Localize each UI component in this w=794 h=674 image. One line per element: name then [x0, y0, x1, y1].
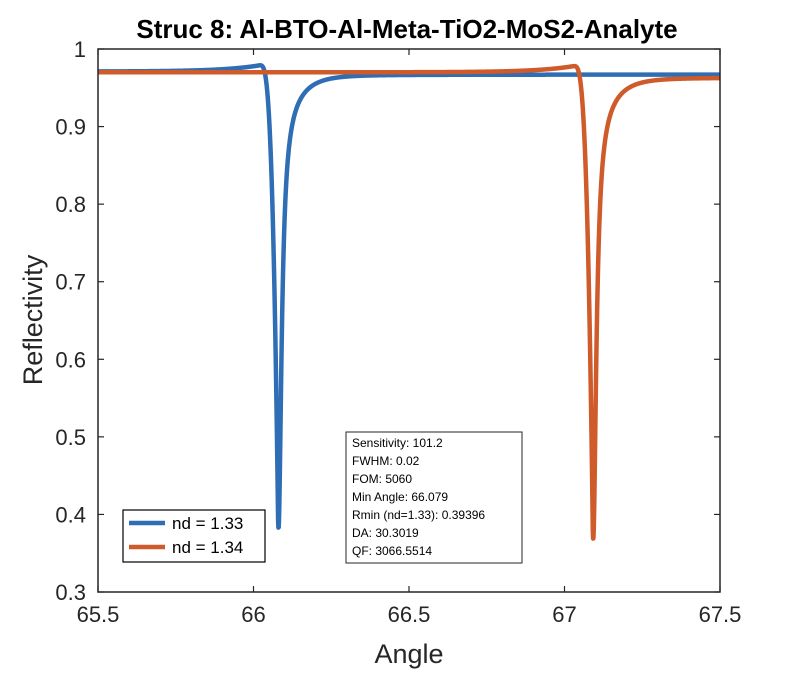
y-tick-label-4: 0.7 [55, 270, 86, 295]
chart-title: Struc 8: Al-BTO-Al-Meta-TiO2-MoS2-Analyt… [136, 14, 677, 44]
x-tick-label-4: 67.5 [699, 602, 742, 627]
series-line-1 [98, 63, 720, 541]
ticks-layer: 65.5 66 66.5 67 67.5 0.3 0.4 0.5 0.6 0.7 0.8 0.9 1 [55, 37, 741, 627]
annotation-box [345, 431, 523, 564]
x-tick-label-1: 66 [241, 602, 265, 627]
annotation-fwhm: FWHM: 0.02 [352, 454, 420, 468]
y-tick-label-2: 0.5 [55, 425, 86, 450]
annotation-qf: QF: 3066.5514 [352, 544, 432, 558]
x-tick-label-0: 65.5 [77, 602, 120, 627]
x-axis-label: Angle [374, 639, 443, 669]
y-tick-label-0: 0.3 [55, 580, 86, 605]
annotation-fom: FOM: 5060 [352, 472, 412, 486]
series-layer [98, 63, 720, 541]
x-tick-label-2: 66.5 [388, 602, 431, 627]
y-tick-label-1: 0.4 [55, 502, 86, 527]
legend-label-nd-1-34: nd = 1.34 [172, 538, 243, 557]
y-axis-label: Reflectivity [18, 254, 48, 385]
legend-box [122, 509, 266, 563]
legend-label-nd-1-33: nd = 1.33 [172, 514, 243, 533]
y-tick-label-3: 0.6 [55, 347, 86, 372]
annotation-rmin: Rmin (nd=1.33): 0.39396 [352, 508, 485, 522]
metrics-annotation: Sensitivity: 101.2 FWHM: 0.02 FOM: 5060 … [345, 431, 523, 564]
y-tick-label-5: 0.8 [55, 192, 86, 217]
y-tick-label-7: 1 [74, 37, 86, 62]
annotation-da: DA: 30.3019 [352, 526, 419, 540]
annotation-sensitivity: Sensitivity: 101.2 [352, 436, 443, 450]
plot-area: 65.5 66 66.5 67 67.5 0.3 0.4 0.5 0.6 0.7 0.8 0.9 1 [55, 37, 741, 627]
x-tick-label-3: 67 [552, 602, 576, 627]
y-tick-label-6: 0.9 [55, 115, 86, 140]
legend: nd = 1.33 nd = 1.34 [122, 509, 266, 563]
annotation-min-angle: Min Angle: 66.079 [352, 490, 448, 504]
